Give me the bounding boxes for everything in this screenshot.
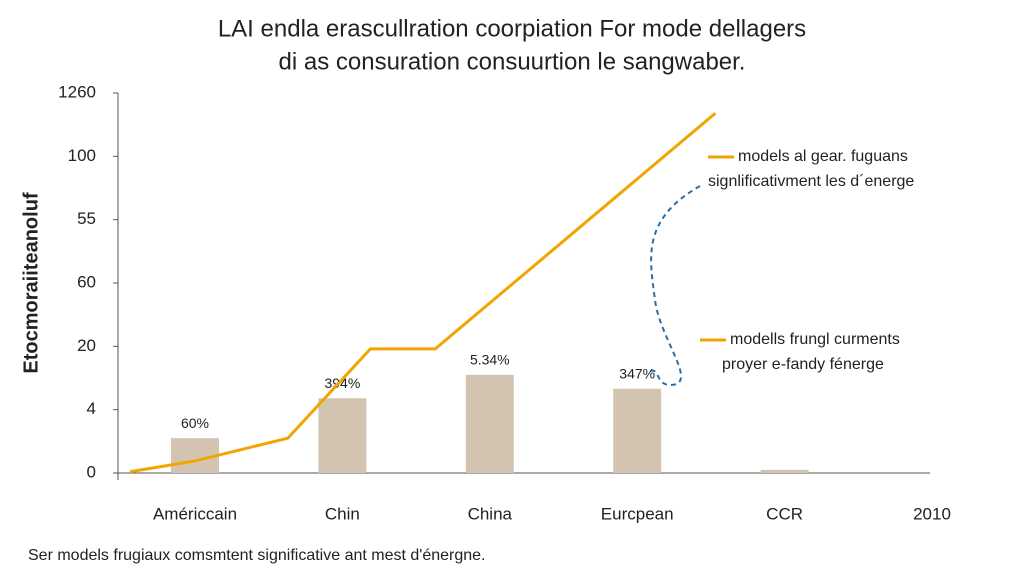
y-tick-label: 0 [87,462,96,481]
footnote: Ser models frugiaux comsmtent significat… [28,547,486,564]
line [129,112,717,474]
legend-label: models al gear. fuguans [738,148,908,165]
y-tick-label: 4 [87,399,96,418]
x-tick-label: CCR [766,504,803,523]
bar [760,469,809,473]
y-tick-label: 55 [77,209,96,228]
bar-label: 60% [181,415,209,431]
chart-title: LAI endla erascullration coorpiation For… [218,15,806,42]
bar-label: 5.34% [470,352,510,368]
x-tick-label: 2010 [913,504,951,523]
bar [613,388,662,473]
bar [318,398,367,473]
bar-label: 347% [619,365,655,381]
connector [647,185,701,387]
x-tick-label: Chin [325,504,360,523]
x-tick-label: Eurcpean [601,504,674,523]
x-tick-label: Américcain [153,504,237,523]
y-axis-label: Etocmoraiiteanoluf [20,192,42,373]
y-tick-label: 1260 [58,82,96,101]
legend-label: proyer e-fandy fénerge [722,356,884,373]
y-tick-label: 100 [68,146,96,165]
chart-subtitle: di as consuration consuurtion le sangwab… [279,48,746,75]
x-tick-label: China [468,504,513,523]
bar [465,374,514,473]
y-tick-label: 60 [77,272,96,291]
legend-label: signlificativment les d´energe [708,173,914,190]
legend-label: modells frungl curments [730,331,900,348]
y-tick-label: 20 [77,336,96,355]
